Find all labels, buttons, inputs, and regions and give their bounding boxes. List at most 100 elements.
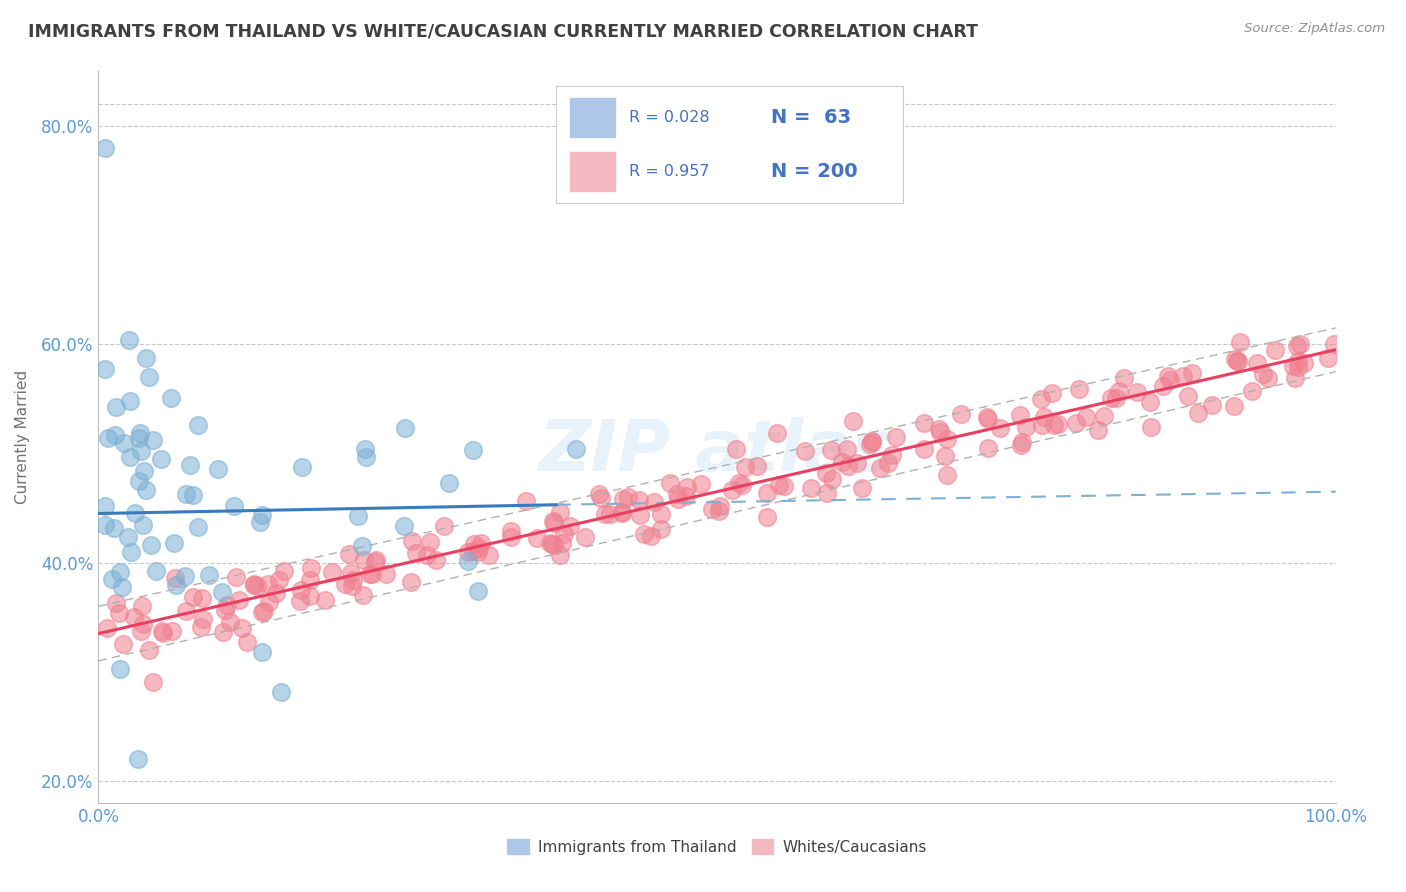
Point <box>1069 382 1091 396</box>
Point <box>912 416 935 430</box>
Point <box>1223 352 1246 367</box>
Point <box>1157 368 1180 383</box>
Point <box>1177 389 1199 403</box>
Point <box>988 421 1011 435</box>
Point <box>128 475 150 489</box>
Point <box>860 434 883 449</box>
Point <box>821 472 844 486</box>
Point <box>129 624 152 639</box>
Point <box>880 448 903 462</box>
Point <box>138 642 160 657</box>
Point <box>728 476 751 491</box>
Point <box>724 442 747 457</box>
Point <box>543 516 565 531</box>
Point <box>252 604 274 618</box>
Point <box>235 635 257 649</box>
Point <box>207 462 229 476</box>
Point <box>101 572 124 586</box>
Point <box>416 548 439 562</box>
Point <box>1112 371 1135 385</box>
Point <box>419 535 441 549</box>
Point <box>104 427 127 442</box>
Point <box>394 518 416 533</box>
Point <box>122 609 145 624</box>
Point <box>756 510 779 524</box>
Point <box>928 422 950 436</box>
Point <box>215 598 238 612</box>
Point <box>250 605 273 619</box>
Point <box>1087 423 1109 437</box>
Point <box>163 535 186 549</box>
Point <box>627 493 650 508</box>
Point <box>120 545 142 559</box>
Point <box>1289 336 1312 351</box>
Point <box>225 570 247 584</box>
Point <box>108 606 131 620</box>
Point <box>340 566 363 580</box>
Point <box>628 508 651 522</box>
Point <box>707 504 730 518</box>
Point <box>1241 384 1264 398</box>
Point <box>1152 379 1174 393</box>
Point <box>1015 420 1038 434</box>
Point <box>468 541 491 555</box>
Legend: Immigrants from Thailand, Whites/Caucasians: Immigrants from Thailand, Whites/Caucasi… <box>502 833 932 861</box>
Point <box>457 554 479 568</box>
Point <box>541 515 564 529</box>
Point <box>361 567 384 582</box>
Point <box>1126 384 1149 399</box>
Point <box>1264 343 1286 358</box>
Point <box>425 553 447 567</box>
Point <box>152 626 174 640</box>
Point <box>135 351 157 366</box>
Point <box>461 544 484 558</box>
Point <box>1040 386 1063 401</box>
Point <box>108 566 131 580</box>
Point <box>337 547 360 561</box>
Point <box>837 458 859 473</box>
Point <box>401 534 423 549</box>
Y-axis label: Currently Married: Currently Married <box>15 370 30 504</box>
Point <box>1294 356 1316 370</box>
Point <box>112 637 135 651</box>
Point <box>250 508 273 522</box>
Point <box>364 555 387 569</box>
Point <box>399 574 422 589</box>
Point <box>835 442 858 456</box>
Point <box>267 574 290 588</box>
Point <box>211 585 233 599</box>
Point <box>212 625 235 640</box>
Point <box>437 476 460 491</box>
Text: ZIP atlas: ZIP atlas <box>538 417 896 486</box>
Point <box>228 593 250 607</box>
Point <box>912 442 935 456</box>
Point <box>1171 369 1194 384</box>
Point <box>950 407 973 421</box>
Point <box>198 567 221 582</box>
Point <box>314 592 336 607</box>
Point <box>666 491 689 506</box>
Point <box>612 505 634 519</box>
Point <box>1282 359 1305 374</box>
Point <box>93 141 115 155</box>
Point <box>1201 398 1223 412</box>
Point <box>145 564 167 578</box>
Point <box>860 435 883 450</box>
Point <box>1223 399 1246 413</box>
Point <box>1159 373 1181 387</box>
Point <box>342 573 364 587</box>
Point <box>1105 392 1128 406</box>
Point <box>187 418 209 433</box>
Point <box>110 662 132 676</box>
Point <box>1257 371 1279 385</box>
Point <box>800 482 823 496</box>
Point <box>249 515 271 529</box>
Point <box>131 599 153 613</box>
Point <box>173 569 195 583</box>
Point <box>463 537 485 551</box>
Point <box>433 519 456 533</box>
Point <box>218 615 240 630</box>
Point <box>264 586 287 600</box>
Point <box>1181 367 1204 381</box>
Point <box>243 577 266 591</box>
